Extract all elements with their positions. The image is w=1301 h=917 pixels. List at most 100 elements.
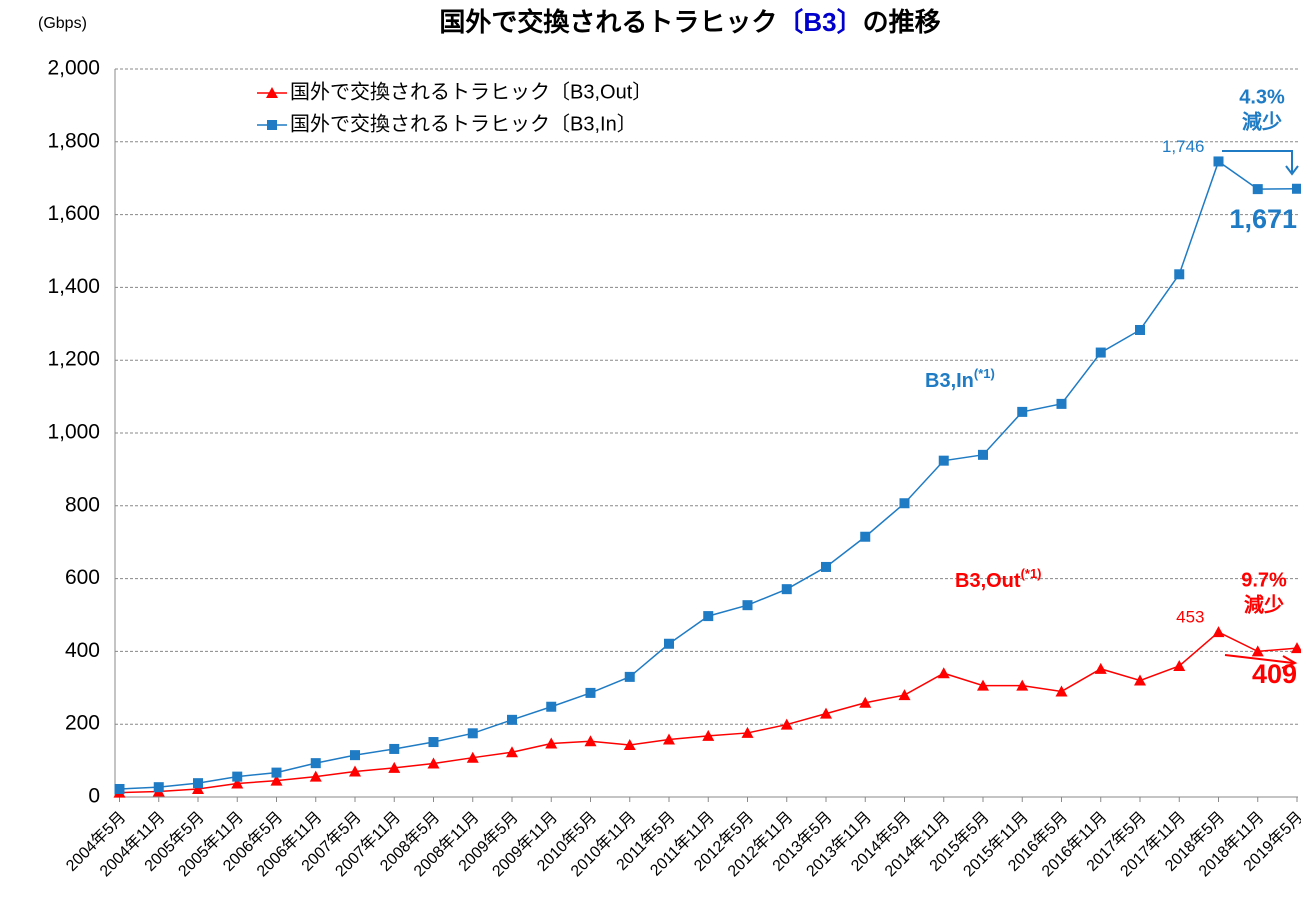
data-point: [938, 455, 949, 466]
data-point: [231, 777, 244, 789]
y-tick-label: 600: [65, 566, 100, 589]
data-point: [428, 737, 439, 748]
data-point: [703, 611, 714, 622]
data-point: [1213, 156, 1224, 167]
data-point: [859, 696, 872, 708]
data-point: [310, 758, 321, 769]
data-point: [467, 728, 478, 739]
y-unit: (Gbps): [38, 15, 87, 32]
data-point: [624, 671, 635, 682]
data-point: [898, 689, 911, 701]
data-point: [780, 718, 793, 730]
chart-title: 国外で交換されるトラヒック〔B3〕の推移: [439, 7, 940, 37]
data-point: [1212, 626, 1225, 638]
data-point: [1095, 347, 1106, 358]
data-point: [1291, 642, 1301, 654]
data-point: [1016, 679, 1029, 691]
y-tick-label: 1,800: [47, 129, 100, 152]
data-point: [349, 765, 361, 777]
data-point: [821, 561, 831, 572]
data-point: [1174, 269, 1185, 280]
data-point: [820, 707, 832, 719]
data-point: [584, 735, 597, 747]
title-part: 国外で交換されるトラヒック: [439, 7, 777, 37]
data-point: [664, 638, 674, 649]
arrow-head: [1285, 165, 1299, 176]
data-point: [1173, 659, 1186, 671]
data-point: [545, 737, 558, 749]
data-label: 1,671: [1229, 204, 1297, 234]
data-point: [506, 746, 518, 758]
series-tag-text: B3,Out: [955, 570, 1021, 592]
data-point: [153, 782, 164, 793]
data-point: [937, 667, 950, 679]
data-point: [860, 531, 871, 542]
data-point: [232, 771, 243, 782]
data-point: [507, 714, 517, 725]
series-tag-note: (*1): [1021, 566, 1042, 581]
data-point: [663, 733, 675, 745]
data-point: [741, 726, 754, 738]
annotation: 減少: [1242, 109, 1282, 133]
series-tag: B3,Out(*1): [955, 566, 1042, 592]
data-point: [193, 778, 203, 789]
data-point: [266, 87, 278, 98]
data-point: [623, 738, 636, 750]
data-point: [1134, 674, 1146, 686]
data-point: [977, 679, 989, 691]
y-tick-label: 1,200: [47, 348, 100, 371]
y-tick-label: 1,400: [47, 275, 100, 298]
y-tick-label: 800: [65, 493, 100, 516]
y-tick-label: 400: [65, 639, 100, 662]
data-point: [899, 498, 910, 509]
data-point: [585, 687, 596, 698]
data-point: [271, 767, 282, 778]
data-point: [388, 761, 401, 773]
data-point: [978, 449, 988, 460]
series-tag-text: B3,In: [925, 370, 974, 392]
data-point: [1292, 183, 1301, 194]
data-point: [702, 729, 715, 741]
arrow: [1222, 150, 1293, 172]
data-point: [350, 750, 360, 761]
data-point: [1135, 324, 1145, 335]
y-tick-label: 200: [65, 712, 100, 735]
data-label: 1,746: [1162, 137, 1205, 156]
data-point: [267, 120, 277, 130]
data-point: [389, 743, 400, 754]
arrow: [1224, 654, 1294, 664]
arrow-head: [1281, 655, 1298, 669]
y-tick-label: 0: [88, 785, 100, 808]
y-tick-label: 1,600: [47, 202, 100, 225]
title-part: 〔B3〕: [777, 7, 862, 37]
series-tag-note: (*1): [974, 366, 995, 381]
data-point: [1252, 184, 1263, 195]
data-point: [1017, 406, 1028, 417]
series-tag: B3,In(*1): [925, 366, 995, 392]
data-point: [742, 600, 753, 611]
legend-label: 国外で交換されるトラヒック〔B3,Out〕: [290, 80, 652, 103]
data-point: [309, 770, 322, 782]
legend-label: 国外で交換されるトラヒック〔B3,In〕: [290, 112, 637, 135]
data-point: [466, 751, 479, 763]
data-point: [546, 701, 557, 712]
data-point: [114, 783, 125, 794]
data-label: 453: [1176, 608, 1204, 627]
series-line: [119, 160, 1298, 790]
annotation: 減少: [1244, 592, 1284, 616]
data-point: [1094, 662, 1107, 674]
data-label: 409: [1252, 659, 1297, 689]
annotation: 4.3%: [1239, 86, 1285, 108]
data-point: [427, 757, 440, 769]
data-point: [1055, 685, 1068, 697]
annotation: 9.7%: [1241, 569, 1287, 591]
data-point: [1251, 645, 1264, 657]
data-point: [192, 782, 204, 794]
title-part: の推移: [863, 7, 941, 37]
data-point: [1056, 398, 1067, 409]
y-tick-label: 1,000: [47, 421, 100, 444]
data-point: [781, 584, 792, 595]
data-point: [270, 774, 283, 786]
y-tick-label: 2,000: [47, 57, 100, 80]
